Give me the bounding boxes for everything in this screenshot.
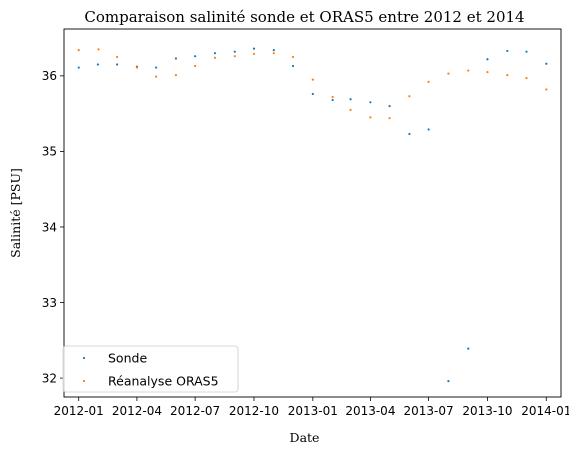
data-point bbox=[77, 49, 80, 52]
data-point bbox=[525, 77, 528, 80]
data-point bbox=[272, 49, 275, 52]
data-point bbox=[311, 78, 314, 81]
data-point bbox=[349, 108, 352, 111]
data-point bbox=[252, 47, 256, 50]
data-point bbox=[486, 58, 489, 61]
data-point bbox=[233, 55, 236, 58]
data-point bbox=[213, 52, 217, 55]
chart-title: Comparaison salinité sonde et ORAS5 entr… bbox=[84, 8, 524, 26]
data-point bbox=[311, 92, 314, 96]
data-point bbox=[545, 62, 548, 65]
data-point bbox=[506, 73, 509, 77]
x-tick-label: 2012-07 bbox=[170, 404, 220, 418]
y-tick-label: 33 bbox=[42, 296, 57, 310]
data-point bbox=[155, 66, 158, 69]
legend-box bbox=[62, 345, 239, 393]
x-axis: 2012-01 2012-04 2012-07 2012-10 2013-01 2013-… bbox=[54, 397, 569, 418]
data-point bbox=[525, 50, 528, 53]
data-point bbox=[115, 63, 119, 66]
data-point bbox=[115, 55, 119, 59]
y-axis-label: Salinité [PSU] bbox=[8, 168, 23, 258]
x-tick-label: 2012-10 bbox=[229, 404, 279, 418]
data-point bbox=[408, 95, 411, 98]
data-point bbox=[467, 69, 470, 72]
data-point bbox=[447, 380, 450, 383]
data-point bbox=[486, 70, 489, 74]
x-tick-label: 2013-04 bbox=[345, 404, 395, 418]
data-point bbox=[545, 88, 548, 91]
data-point bbox=[369, 116, 372, 119]
data-point bbox=[467, 347, 470, 350]
data-point bbox=[291, 55, 295, 59]
legend-marker-oras5 bbox=[82, 379, 86, 383]
series-1 bbox=[77, 48, 548, 120]
x-tick-label: 2013-01 bbox=[288, 404, 338, 418]
x-tick-label: 2014-01 bbox=[521, 404, 569, 418]
data-point bbox=[96, 63, 100, 66]
data-point bbox=[174, 73, 178, 77]
y-tick-label: 35 bbox=[42, 145, 57, 159]
data-point bbox=[97, 48, 100, 51]
data-point bbox=[447, 72, 450, 75]
x-axis-label: Date bbox=[290, 430, 320, 445]
x-tick-label: 2012-01 bbox=[54, 404, 104, 418]
legend-label-oras5: Réanalyse ORAS5 bbox=[108, 374, 219, 389]
data-point bbox=[272, 52, 275, 55]
y-axis: 32 33 34 35 36 bbox=[42, 69, 64, 385]
data-point bbox=[135, 66, 139, 69]
plot-points bbox=[77, 47, 548, 383]
x-tick-label: 2012-04 bbox=[112, 404, 162, 418]
series-0 bbox=[77, 47, 548, 383]
data-point bbox=[194, 55, 197, 58]
legend-label-sonde: Sonde bbox=[108, 351, 147, 366]
x-tick-label: 2013-07 bbox=[404, 404, 454, 418]
data-point bbox=[213, 56, 217, 59]
data-point bbox=[155, 75, 158, 78]
legend-marker-sonde bbox=[82, 356, 86, 360]
y-tick-label: 34 bbox=[42, 220, 57, 234]
data-point bbox=[369, 101, 372, 104]
data-point bbox=[408, 132, 411, 136]
y-tick-label: 32 bbox=[42, 371, 57, 385]
plot-frame bbox=[63, 28, 562, 398]
data-point bbox=[506, 49, 509, 53]
x-tick-label: 2013-10 bbox=[462, 404, 512, 418]
data-point bbox=[291, 64, 295, 68]
data-point bbox=[427, 80, 430, 83]
data-point bbox=[331, 98, 334, 102]
data-point bbox=[388, 117, 391, 120]
data-point bbox=[252, 52, 256, 56]
y-tick-label: 36 bbox=[42, 69, 57, 83]
data-point bbox=[233, 50, 236, 53]
data-point bbox=[349, 98, 352, 101]
data-point bbox=[331, 95, 334, 99]
data-point bbox=[427, 128, 430, 131]
data-point bbox=[194, 64, 197, 68]
data-point bbox=[174, 57, 178, 60]
data-point bbox=[388, 104, 391, 108]
legend: Sonde Réanalyse ORAS5 bbox=[62, 345, 239, 393]
data-point bbox=[77, 66, 80, 69]
